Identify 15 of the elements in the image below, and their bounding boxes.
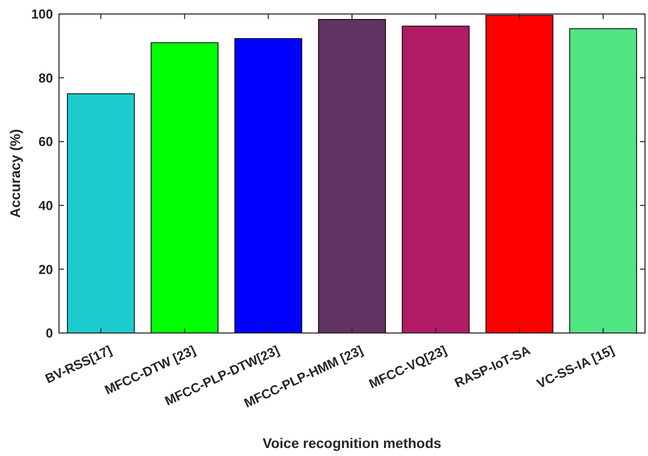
bar	[66, 93, 135, 334]
x-axis-title: Voice recognition methods	[262, 435, 442, 451]
y-tick-label: 60	[38, 134, 53, 150]
y-tick-label: 100	[31, 6, 53, 22]
bar	[318, 19, 386, 334]
y-axis-title: Accuracy (%)	[7, 129, 23, 218]
bar	[234, 38, 302, 334]
bar	[402, 26, 470, 334]
y-tick-label: 40	[38, 198, 53, 213]
y-tick-label: 20	[38, 262, 53, 277]
bar	[486, 14, 554, 334]
bar	[150, 42, 218, 334]
y-tick-label: 0	[46, 326, 53, 341]
bar	[569, 28, 638, 334]
y-tick-label: 80	[38, 70, 53, 86]
